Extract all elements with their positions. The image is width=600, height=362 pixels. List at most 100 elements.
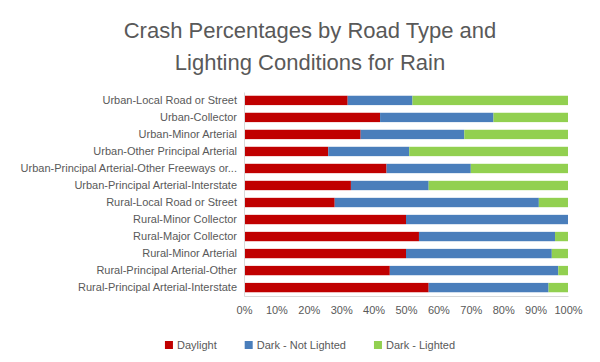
- category-label: Urban-Collector: [160, 111, 237, 123]
- bar: [464, 130, 568, 139]
- tick: Urban-Principal Arterial-Other Freeways …: [21, 162, 244, 174]
- bar: [380, 113, 493, 122]
- axis-line: [245, 296, 569, 297]
- bar: [412, 96, 568, 105]
- category-label: Rural-Principal Arterial-Other: [96, 264, 237, 276]
- tick: Urban-Collector: [160, 111, 244, 123]
- bar: [244, 96, 348, 105]
- tick: Rural-Minor Arterial: [142, 247, 244, 259]
- title: Crash Percentages by Road Type andLighti…: [124, 18, 497, 75]
- tick-label: 70%: [460, 304, 482, 316]
- legend: Daylight Dark - Not Lighted Dark - Lighted: [165, 339, 455, 351]
- bar: [244, 181, 351, 190]
- tick: Rural-Principal Arterial-Interstate: [78, 281, 244, 293]
- bar: [244, 283, 429, 292]
- tick-label: 20%: [298, 304, 320, 316]
- bars: [244, 96, 568, 293]
- bar: [244, 215, 406, 224]
- bar: [558, 266, 568, 275]
- bar: [351, 181, 429, 190]
- tick: Rural-Principal Arterial-Other: [96, 264, 244, 276]
- tick: 90%: [525, 296, 547, 316]
- tick-label: 40%: [363, 304, 385, 316]
- tick: 20%: [298, 296, 320, 316]
- bar: [549, 283, 568, 292]
- tick: 10%: [266, 296, 288, 316]
- category-label: Urban-Principal Arterial-Other Freeways …: [21, 162, 237, 174]
- tick-label: 60%: [428, 304, 450, 316]
- bar: [555, 232, 568, 241]
- x-axis: 0% 10% 20% 30% 40% 50% 60% 70% 80% 90% 100%: [237, 296, 583, 316]
- bar: [493, 113, 568, 122]
- tick: 50%: [395, 296, 417, 316]
- category-label: Urban-Other Principal Arterial: [93, 145, 237, 157]
- bar: [244, 198, 335, 207]
- bar: [244, 232, 419, 241]
- bar: [244, 130, 361, 139]
- tick: 100%: [554, 296, 582, 316]
- tick-label: 10%: [266, 304, 288, 316]
- bar: [429, 181, 568, 190]
- tick: 70%: [460, 296, 482, 316]
- tick: 60%: [428, 296, 450, 316]
- tick: 0%: [237, 296, 253, 316]
- bar: [244, 113, 380, 122]
- bar: [552, 249, 568, 258]
- bar: [471, 164, 568, 173]
- bar: [244, 249, 406, 258]
- category-label: Rural-Major Collector: [133, 230, 237, 242]
- tick-label: 100%: [554, 304, 582, 316]
- tick-label: 0%: [237, 304, 253, 316]
- tick: Rural-Local Road or Street: [106, 196, 244, 208]
- axis-line: [244, 93, 245, 297]
- tick: Rural-Minor Collector: [133, 213, 244, 225]
- chart: Crash Percentages by Road Type andLighti…: [0, 0, 600, 362]
- category-label: Rural-Local Road or Street: [106, 196, 237, 208]
- tick: Urban-Minor Arterial: [139, 128, 244, 140]
- legend-swatch: [245, 341, 253, 349]
- background: [0, 0, 600, 362]
- category-label: Urban-Local Road or Street: [102, 94, 237, 106]
- bar: [348, 96, 413, 105]
- tick: 30%: [331, 296, 353, 316]
- bar: [244, 147, 328, 156]
- category-label: Urban-Principal Arterial-Interstate: [74, 179, 237, 191]
- legend-label: Dark - Lighted: [386, 339, 455, 351]
- bar: [419, 232, 555, 241]
- legend-swatch: [374, 341, 382, 349]
- tick: Urban-Local Road or Street: [102, 94, 244, 106]
- bar: [568, 215, 569, 224]
- tick: 80%: [493, 296, 515, 316]
- category-label: Rural-Minor Arterial: [142, 247, 237, 259]
- tick: Urban-Principal Arterial-Interstate: [74, 179, 244, 191]
- bar: [328, 147, 409, 156]
- legend-label: Daylight: [177, 339, 217, 351]
- y-axis: Urban-Local Road or Street Urban-Collecto…: [21, 93, 245, 297]
- tick: 40%: [363, 296, 385, 316]
- legend-swatch: [165, 341, 173, 349]
- tick-label: 30%: [331, 304, 353, 316]
- legend-label: Dark - Not Lighted: [257, 339, 346, 351]
- bar: [390, 266, 558, 275]
- bar: [409, 147, 568, 156]
- category-label: Urban-Minor Arterial: [139, 128, 237, 140]
- category-label: Rural-Minor Collector: [133, 213, 237, 225]
- tick: Rural-Major Collector: [133, 230, 244, 242]
- category-label: Rural-Principal Arterial-Interstate: [78, 281, 237, 293]
- bar: [335, 198, 539, 207]
- tick: Urban-Other Principal Arterial: [93, 145, 244, 157]
- bar: [406, 249, 552, 258]
- tick-label: 80%: [493, 304, 515, 316]
- bar: [539, 198, 568, 207]
- bar: [244, 164, 387, 173]
- tick-label: 50%: [395, 304, 417, 316]
- bar: [387, 164, 471, 173]
- legend-item: Daylight: [165, 339, 217, 351]
- legend-item: Dark - Not Lighted: [245, 339, 346, 351]
- bar: [361, 130, 465, 139]
- bar: [429, 283, 549, 292]
- bar: [406, 215, 568, 224]
- bar: [244, 266, 390, 275]
- legend-item: Dark - Lighted: [374, 339, 455, 351]
- tick-label: 90%: [525, 304, 547, 316]
